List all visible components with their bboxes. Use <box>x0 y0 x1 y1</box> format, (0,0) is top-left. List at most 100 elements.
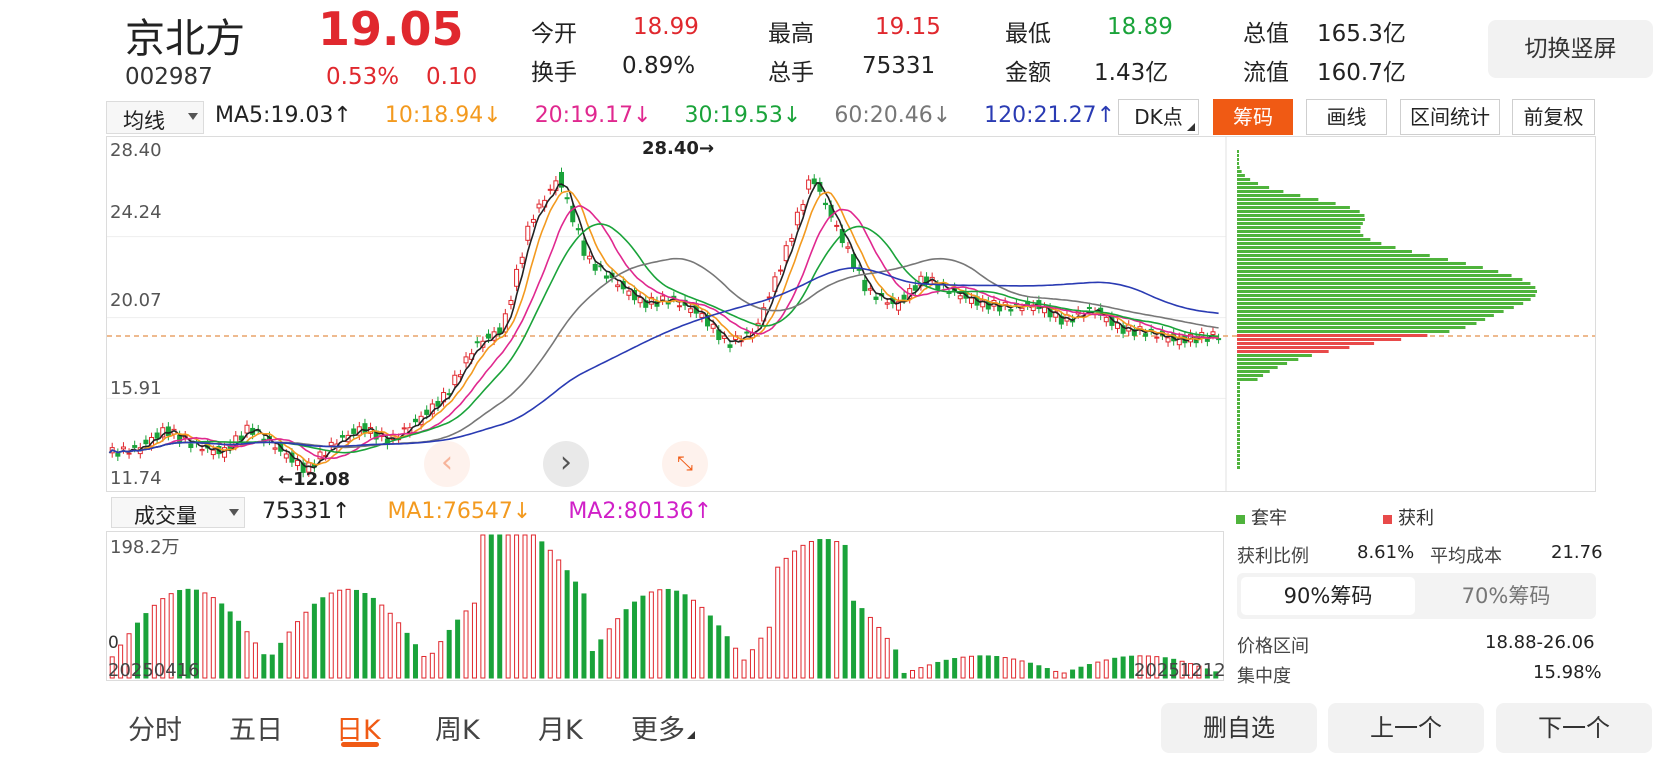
switch-portrait-button[interactable]: 切换竖屏 <box>1488 20 1653 78</box>
volume-bar <box>236 620 242 679</box>
volume-bar <box>126 633 132 679</box>
previous-button[interactable]: 上一个 <box>1328 703 1484 753</box>
next-button[interactable]: 下一个 <box>1496 703 1652 753</box>
chips-button[interactable]: 筹码 <box>1213 99 1293 135</box>
y-tick-2: 24.24 <box>110 202 162 223</box>
chip-bar <box>1237 350 1329 353</box>
volume-bar <box>707 615 713 679</box>
volume-y-top: 198.2万 <box>110 537 180 558</box>
tab-daily-k[interactable]: 日K <box>336 715 381 746</box>
volume-bar <box>286 631 292 679</box>
candle-body <box>822 202 828 206</box>
candle-body <box>895 301 901 311</box>
volume-bar <box>118 644 124 679</box>
candle-body <box>283 453 289 459</box>
candle-body <box>806 179 812 190</box>
avg-cost-label: 平均成本 <box>1430 546 1502 567</box>
candle-body <box>188 443 194 448</box>
volume-bar <box>1027 662 1033 679</box>
shrink-button[interactable]: ⤡ <box>662 441 708 487</box>
volume-bar <box>1011 658 1017 679</box>
volume-bar <box>320 597 326 679</box>
candle-body <box>884 302 890 305</box>
candle-body <box>957 295 963 300</box>
draw-line-button[interactable]: 画线 <box>1306 99 1387 135</box>
volume-ma1: MA1:76547↓ <box>387 499 532 524</box>
candle-body <box>772 276 778 292</box>
forward-adjust-button[interactable]: 前复权 <box>1512 99 1595 135</box>
volume-bar <box>859 608 865 679</box>
volume-bar <box>817 539 823 679</box>
nav-prev-button[interactable]: ‹ <box>424 441 470 487</box>
candle-body <box>525 225 531 241</box>
volume-bar <box>935 661 941 679</box>
chip-bar <box>1237 414 1240 417</box>
date-end: 20251212 <box>1134 660 1226 681</box>
stat-total-value: 165.3亿 <box>1317 21 1406 47</box>
volume-bar <box>733 647 739 679</box>
tab-monthly-k[interactable]: 月K <box>538 715 583 746</box>
volume-bar <box>471 602 477 679</box>
ma-select[interactable]: 均线 <box>106 101 204 134</box>
tab-intraday[interactable]: 分时 <box>128 715 182 746</box>
candle-body <box>710 323 716 329</box>
ma5-value: MA5:19.03↑ <box>215 103 352 128</box>
tab-more[interactable]: 更多 <box>631 708 695 747</box>
chip-bar <box>1237 222 1363 225</box>
chip-bar <box>1237 182 1259 185</box>
candle-body <box>547 188 553 191</box>
active-tab-underline <box>341 742 379 747</box>
candle-body <box>867 288 873 291</box>
stat-low-label: 最低 <box>1005 21 1051 47</box>
volume-bar <box>724 636 730 679</box>
candle-body <box>811 178 817 185</box>
candle-body <box>559 171 565 188</box>
volume-bar <box>1061 672 1067 679</box>
chip-tabs: 90%筹码 70%筹码 <box>1237 573 1596 619</box>
price-range-value: 18.88-26.06 <box>1485 632 1595 653</box>
volume-bar <box>202 592 208 679</box>
stat-low-value: 18.89 <box>1107 14 1173 40</box>
range-stats-button[interactable]: 区间统计 <box>1400 99 1500 135</box>
tab-five-day[interactable]: 五日 <box>229 715 283 746</box>
volume-select[interactable]: 成交量 <box>111 497 245 528</box>
tab-90-chips[interactable]: 90%筹码 <box>1241 577 1415 615</box>
nav-next-button[interactable]: › <box>543 441 589 487</box>
volume-bar <box>1154 656 1160 679</box>
volume-bar <box>337 589 343 679</box>
volume-bar <box>412 644 418 679</box>
chip-bar <box>1237 282 1531 285</box>
tab-weekly-k[interactable]: 周K <box>435 715 480 746</box>
candle-body <box>744 331 750 334</box>
volume-bar <box>1070 669 1076 679</box>
remove-watchlist-button[interactable]: 删自选 <box>1161 703 1317 753</box>
candle-body <box>705 315 711 327</box>
candle-body <box>1086 306 1092 309</box>
volume-bar <box>1112 657 1118 679</box>
chip-bar <box>1237 454 1240 457</box>
volume-bar <box>387 612 393 679</box>
volume-bar <box>168 593 174 679</box>
chip-bar <box>1237 398 1240 401</box>
date-start: 20250416 <box>108 660 200 681</box>
volume-bar <box>269 654 275 679</box>
volume-bar <box>252 642 258 679</box>
volume-bar <box>808 540 814 679</box>
chip-bar <box>1237 230 1361 233</box>
volume-bar <box>573 581 579 679</box>
stat-high-value: 19.15 <box>875 14 941 40</box>
candle-body <box>581 240 587 256</box>
chip-bar <box>1237 390 1240 393</box>
chip-bar <box>1237 294 1536 297</box>
chip-bar <box>1237 190 1284 193</box>
volume-bar <box>766 626 772 679</box>
dk-point-button[interactable]: DK点 <box>1118 99 1199 135</box>
volume-bar <box>674 590 680 679</box>
chip-bar <box>1237 358 1299 361</box>
tab-70-chips[interactable]: 70%筹码 <box>1461 584 1551 608</box>
chip-bar <box>1237 310 1504 313</box>
candle-body <box>676 305 682 308</box>
chip-bar <box>1237 166 1240 169</box>
chip-bar <box>1237 402 1240 405</box>
